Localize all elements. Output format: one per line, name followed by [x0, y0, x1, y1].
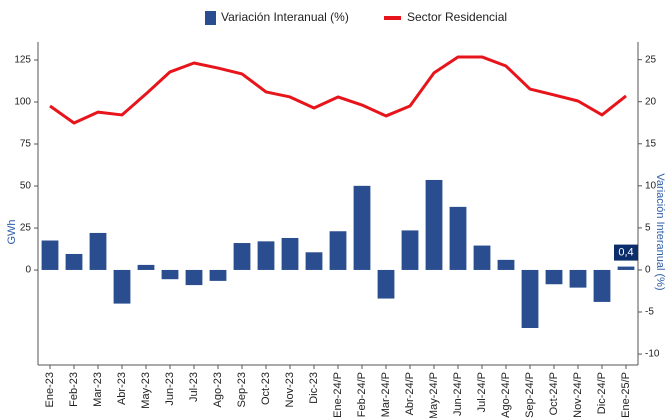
bar [257, 241, 275, 270]
x-tick-label: Ene-23 [44, 372, 56, 407]
x-tick-label: Jun-24/P [452, 372, 464, 416]
x-tick-label: Nov-23 [284, 372, 296, 407]
x-tick-label: Sep-23 [236, 372, 248, 407]
x-tick-label: Ene-24/P [332, 372, 344, 418]
bar [329, 231, 347, 270]
y-tick-label: 50 [20, 181, 32, 192]
bar [161, 269, 179, 280]
x-tick-label: Mar-23 [92, 372, 104, 407]
y2-tick-label: 5 [645, 223, 651, 234]
x-tick-label: May-24/P [428, 372, 440, 418]
bar [209, 269, 227, 281]
y2-tick-label: 10 [645, 180, 657, 191]
legend-swatch [205, 11, 216, 25]
x-tick-label: Oct-23 [260, 372, 272, 405]
bar [65, 253, 83, 270]
y2-tick-label: -5 [645, 307, 654, 318]
x-tick-label: May-23 [140, 372, 152, 409]
legend-label: Sector Residencial [407, 10, 507, 24]
x-tick-label: Abr-23 [116, 372, 128, 405]
x-tick-label: Jun-23 [164, 372, 176, 406]
bar [569, 269, 587, 288]
y-tick-label: 100 [14, 97, 31, 108]
y2-axis-title: Variación Interanual (%) [654, 173, 666, 290]
y2-tick-label: -10 [645, 349, 660, 360]
y-tick-label: 0 [25, 265, 31, 276]
x-tick-label: Dic-24/P [596, 372, 608, 414]
x-tick-label: Jul-24/P [476, 372, 488, 412]
bar [497, 259, 515, 270]
bar [305, 252, 323, 270]
y-tick-label: 75 [20, 139, 32, 150]
y2-tick-label: 15 [645, 138, 657, 149]
x-tick-label: Feb-24/P [356, 372, 368, 417]
x-tick-label: Mar-24/P [380, 372, 392, 417]
bar [185, 269, 203, 286]
x-tick-label: Abr-24/P [404, 372, 416, 415]
data-label: 0,4 [618, 246, 633, 258]
y-tick-label: 125 [14, 55, 31, 66]
bar [113, 269, 131, 304]
bar [401, 230, 419, 270]
x-tick-label: Ene-25/P [620, 372, 632, 418]
bar [449, 206, 467, 270]
x-tick-label: Ago-23 [212, 372, 224, 407]
y-tick-label: 25 [20, 223, 32, 234]
bar [521, 269, 539, 328]
bar [473, 245, 491, 270]
bar [545, 269, 563, 285]
bar [617, 266, 635, 270]
x-tick-label: Nov-24/P [572, 372, 584, 418]
bar [137, 264, 155, 270]
x-tick-label: Jul-23 [188, 372, 200, 402]
x-tick-label: Sep-24/P [524, 372, 536, 418]
x-tick-label: Oct-24/P [548, 372, 560, 415]
bar [41, 240, 59, 270]
y-axis-title: GWh [6, 219, 18, 244]
y2-tick-label: 25 [645, 54, 657, 65]
legend-label: Variación Interanual (%) [221, 10, 349, 24]
x-tick-label: Dic-23 [308, 372, 320, 404]
bar [281, 237, 299, 270]
data-label-box [614, 244, 638, 261]
bar [593, 269, 611, 302]
x-tick-label: Ago-24/P [500, 372, 512, 418]
y2-tick-label: 20 [645, 96, 657, 107]
bar [425, 179, 443, 270]
bar [233, 243, 251, 270]
bar [353, 185, 371, 270]
bar [89, 232, 107, 270]
line [49, 55, 627, 125]
x-tick-label: Feb-23 [68, 372, 80, 407]
bar [377, 269, 395, 299]
y2-tick-label: 0 [645, 265, 651, 276]
